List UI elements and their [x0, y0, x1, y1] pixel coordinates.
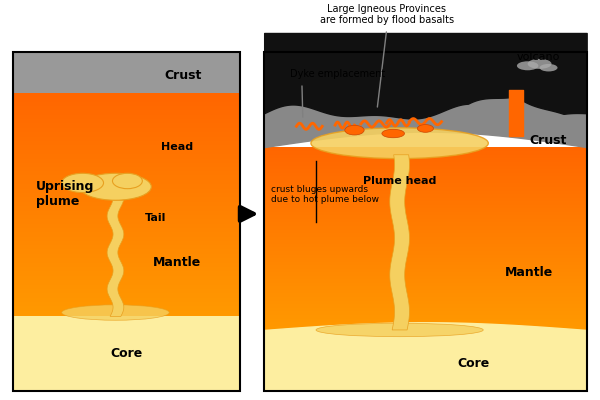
Ellipse shape: [62, 305, 169, 320]
Text: Crust: Crust: [165, 70, 202, 82]
Text: Dyke emplacement: Dyke emplacement: [290, 69, 385, 79]
Ellipse shape: [527, 59, 551, 69]
Ellipse shape: [517, 61, 538, 70]
Text: Large Igneous Provinces
are formed by flood basalts: Large Igneous Provinces are formed by fl…: [320, 4, 454, 25]
Text: Mantle: Mantle: [152, 256, 201, 269]
Ellipse shape: [80, 173, 151, 200]
Ellipse shape: [418, 124, 433, 132]
Bar: [13, 316, 240, 391]
Polygon shape: [390, 155, 409, 330]
Text: Tail: Tail: [145, 213, 166, 223]
Bar: [13, 52, 240, 93]
Text: Plume head: Plume head: [363, 176, 436, 186]
Bar: [264, 52, 587, 391]
Bar: [264, 330, 587, 391]
Text: Uprising
plume: Uprising plume: [36, 180, 94, 208]
Ellipse shape: [311, 128, 488, 159]
Ellipse shape: [382, 129, 404, 138]
Text: Head: Head: [161, 142, 193, 152]
Ellipse shape: [345, 125, 364, 135]
Polygon shape: [107, 200, 124, 316]
Ellipse shape: [539, 64, 557, 72]
Text: Core: Core: [458, 357, 490, 370]
Ellipse shape: [112, 173, 142, 189]
Bar: [13, 52, 240, 391]
Text: Mantle: Mantle: [505, 266, 553, 279]
Text: Core: Core: [110, 347, 143, 360]
Text: crust bluges upwards
due to hot plume below: crust bluges upwards due to hot plume be…: [271, 185, 379, 204]
Text: Crust: Crust: [529, 134, 566, 147]
Ellipse shape: [62, 173, 104, 192]
Text: volcano: volcano: [517, 52, 560, 62]
Ellipse shape: [316, 323, 483, 337]
